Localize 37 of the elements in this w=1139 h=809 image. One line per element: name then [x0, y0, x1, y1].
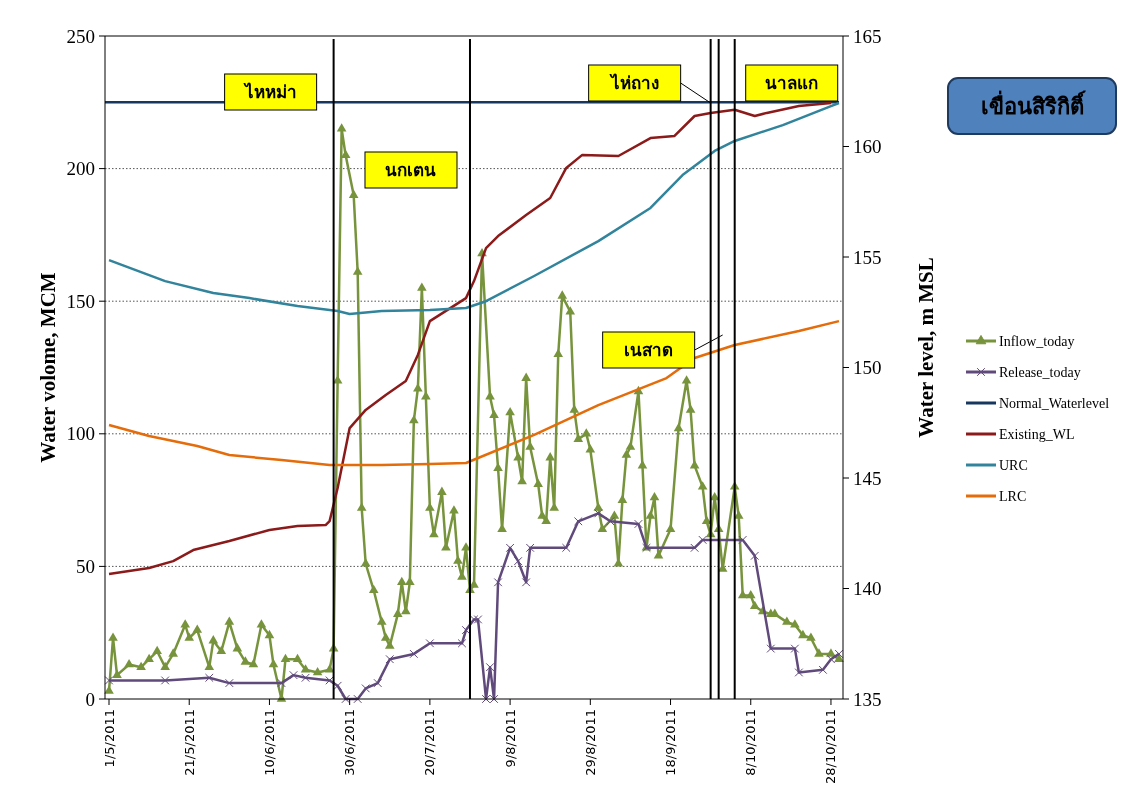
y2-tick-label: 160	[853, 136, 882, 157]
y2-tick-label: 140	[853, 578, 882, 599]
legend-label: Release_today	[999, 364, 1081, 380]
y2-tick-label: 150	[853, 357, 882, 378]
y-tick-label: 250	[66, 25, 95, 47]
text: เขื่อนสิริกิติ์	[980, 89, 1086, 119]
ref-line-label: ไห่ถาง	[608, 73, 659, 93]
x-tick-label: 9/8/2011	[502, 709, 518, 768]
x-tick-label: 20/7/2011	[422, 709, 438, 776]
legend-label: Normal_Waterlevel	[999, 395, 1110, 411]
y-tick-label: 100	[66, 423, 95, 445]
x-tick-label: 28/10/2011	[823, 709, 839, 784]
x-tick-label: 8/10/2011	[743, 709, 759, 776]
legend-label: Existing_WL	[999, 426, 1075, 442]
x-tick-label: 21/5/2011	[181, 709, 197, 776]
x-tick-label: 10/6/2011	[261, 709, 277, 776]
y-tick-label: 150	[66, 290, 95, 312]
x-tick-label: 18/9/2011	[663, 709, 679, 776]
x-tick-label: 30/6/2011	[342, 709, 358, 776]
y-axis-title: Water volome, MCM	[36, 272, 60, 463]
y-tick-label: 200	[66, 158, 95, 180]
ref-line-label: เนสาด	[624, 340, 674, 360]
legend-label: URC	[999, 457, 1028, 473]
y2-tick-label: 135	[853, 688, 882, 710]
ref-line-label: นาลแก	[765, 73, 819, 93]
y-tick-label: 50	[76, 555, 95, 577]
x-tick-label: 1/5/2011	[101, 709, 117, 768]
y2-tick-label: 155	[853, 246, 882, 268]
legend-label: Inflow_today	[999, 333, 1075, 349]
ref-line-label: นกเตน	[385, 160, 437, 180]
y2-tick-label: 145	[853, 467, 882, 489]
y2-tick-label: 165	[853, 25, 882, 47]
y-tick-label: 0	[85, 688, 95, 710]
x-tick-label: 29/8/2011	[582, 709, 598, 776]
ref-line-label: ไหหม่า	[242, 82, 297, 102]
y2-axis-title: Water level, m MSL	[914, 257, 938, 438]
legend-label: LRC	[999, 488, 1027, 504]
